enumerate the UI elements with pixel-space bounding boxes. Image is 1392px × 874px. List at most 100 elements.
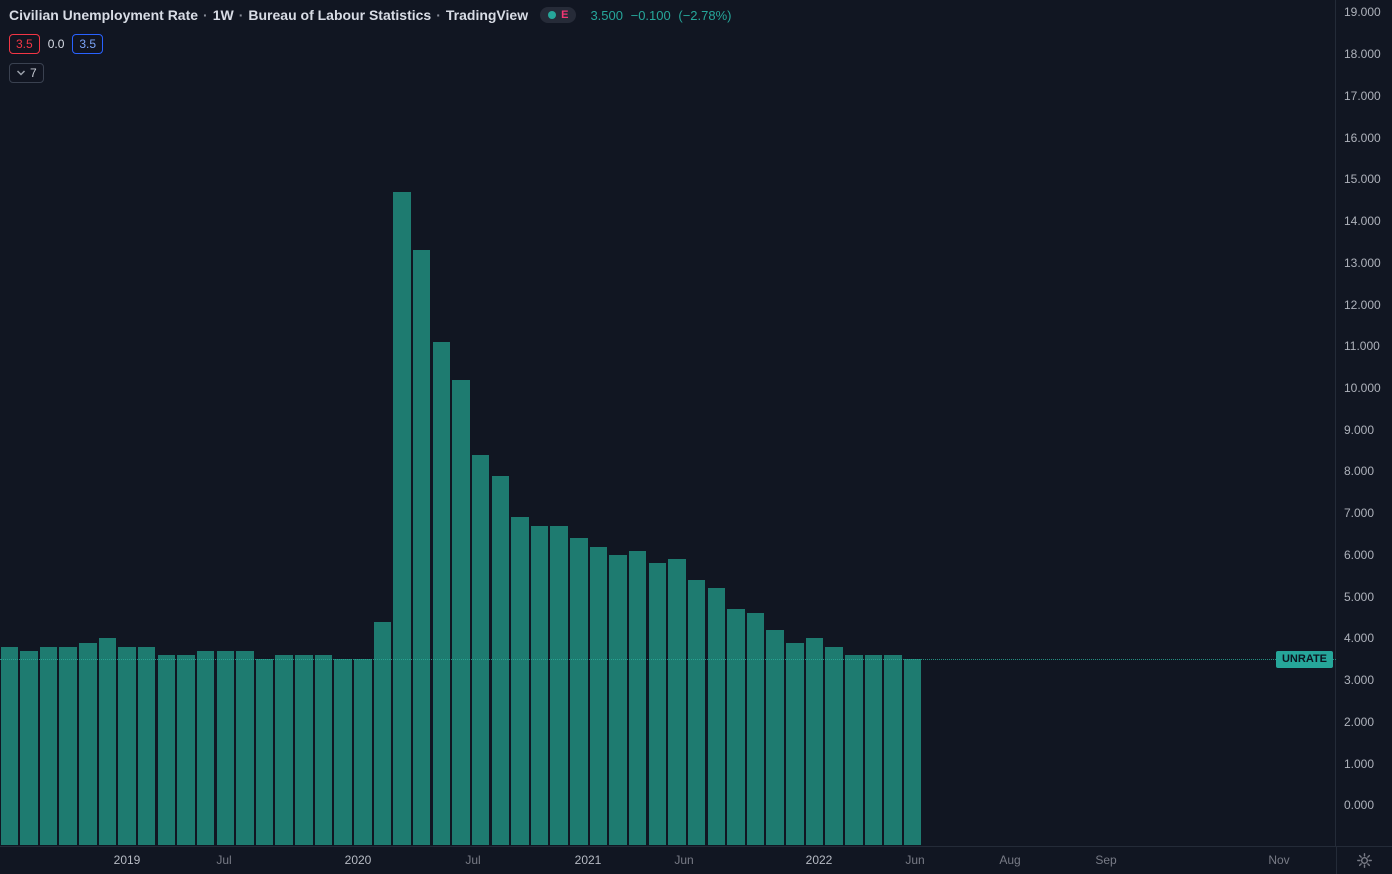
- column-bar: [255, 659, 274, 845]
- last-value: 3.500: [590, 7, 623, 23]
- price-axis-label: 7.000: [1344, 506, 1375, 520]
- chevron-down-icon: [16, 70, 26, 76]
- column-bar: [903, 659, 922, 845]
- column-bar: [884, 655, 902, 845]
- price-axis-label: 11.000: [1344, 339, 1380, 353]
- column-bar: [98, 638, 117, 845]
- column-bar: [295, 655, 313, 845]
- time-axis-label: 2021: [574, 853, 602, 867]
- column-bar: [432, 342, 451, 845]
- column-bar: [314, 655, 333, 845]
- chart-pane[interactable]: UNRATE Civilian Unemployment Rate · 1W ·…: [0, 0, 1336, 846]
- time-axis-label: Sep: [1095, 853, 1117, 867]
- axis-corner: [1336, 847, 1392, 874]
- low-price-flag[interactable]: 3.5: [72, 34, 104, 54]
- column-bar: [216, 651, 235, 845]
- time-axis-label: Nov: [1268, 853, 1290, 867]
- time-axis[interactable]: 2019 Jul 2020 Jul 2021 Jun 2022 Jun Aug Sep Nov: [0, 846, 1392, 874]
- column-bar: [550, 525, 568, 845]
- time-axis-label: 2019: [113, 853, 141, 867]
- economic-marker: E: [561, 9, 569, 21]
- price-axis-label: 6.000: [1344, 548, 1375, 562]
- column-bar: [236, 651, 254, 845]
- price-axis-label: 14.000: [1344, 214, 1381, 228]
- column-bar: [491, 475, 509, 845]
- column-bar: [39, 646, 58, 845]
- series-price-label: UNRATE: [1275, 651, 1333, 668]
- column-bar: [609, 555, 627, 845]
- column-bar: [845, 655, 863, 845]
- price-axis-label: 2.000: [1344, 715, 1375, 729]
- column-bar: [825, 646, 843, 845]
- mid-value: 0.0: [47, 37, 65, 51]
- legend-main-row: Civilian Unemployment Rate · 1W · Bureau…: [9, 5, 735, 25]
- change-percent: (−2.78%): [678, 7, 732, 23]
- status-dot-icon: [548, 11, 557, 19]
- separator-dot: ·: [436, 7, 441, 23]
- price-axis-label: 0.000: [1344, 798, 1375, 812]
- data-source-label: Bureau of Labour Statistics: [248, 7, 432, 23]
- column-bar: [864, 655, 883, 845]
- column-bar: [648, 563, 667, 845]
- column-bar: [393, 191, 411, 845]
- object-tree-row: 7: [9, 63, 735, 83]
- price-axis-label: 19.000: [1344, 5, 1381, 19]
- time-axis-label: Jun: [905, 853, 925, 867]
- column-bar: [589, 546, 608, 845]
- time-axis-label: Aug: [999, 853, 1021, 867]
- column-bar: [668, 559, 686, 845]
- price-axis-label: 3.000: [1344, 673, 1375, 687]
- price-axis-label: 8.000: [1344, 464, 1375, 478]
- price-axis-label: 18.000: [1344, 47, 1381, 61]
- column-bar: [511, 517, 529, 845]
- column-bar: [766, 630, 784, 845]
- column-bar: [196, 651, 215, 845]
- separator-dot: ·: [238, 7, 244, 23]
- price-axis-label: 12.000: [1344, 298, 1381, 312]
- collapsed-count: 7: [30, 66, 37, 80]
- column-bar: [0, 646, 18, 845]
- provider-label: TradingView: [445, 7, 529, 23]
- column-bar: [746, 613, 765, 845]
- gear-icon: [1357, 853, 1372, 868]
- column-bar: [452, 379, 470, 845]
- column-bar: [275, 655, 293, 845]
- chart-settings-button[interactable]: [1356, 852, 1373, 869]
- interval-label[interactable]: 1W: [212, 7, 234, 23]
- price-axis-label: 13.000: [1344, 256, 1381, 270]
- column-bar: [628, 550, 647, 845]
- column-bar: [59, 646, 77, 845]
- collapsed-indicators-button[interactable]: 7: [9, 63, 44, 83]
- legend: Civilian Unemployment Rate · 1W · Bureau…: [9, 5, 735, 83]
- column-bar: [373, 621, 392, 845]
- column-bar: [177, 655, 195, 845]
- column-bar: [530, 525, 549, 845]
- market-status-pill[interactable]: E: [540, 7, 577, 23]
- price-axis-label: 16.000: [1344, 131, 1381, 145]
- column-bar: [79, 642, 97, 845]
- last-value-group: 3.500 −0.100 (−2.78%): [590, 8, 735, 23]
- price-axis-label: 10.000: [1344, 381, 1381, 395]
- symbol-title[interactable]: Civilian Unemployment Rate: [9, 7, 199, 23]
- price-axis-label: 15.000: [1344, 172, 1381, 186]
- column-bar: [707, 588, 726, 845]
- column-bar: [786, 642, 804, 845]
- column-bar: [354, 659, 372, 845]
- price-axis[interactable]: 3.500 19.00018.00017.00016.00015.00014.0…: [1336, 0, 1392, 846]
- column-bar: [412, 250, 431, 845]
- price-axis-label: 1.000: [1344, 757, 1375, 771]
- price-axis-label: 9.000: [1344, 423, 1375, 437]
- high-price-flag[interactable]: 3.5: [9, 34, 40, 54]
- column-bar: [471, 454, 490, 845]
- column-bar: [687, 580, 706, 845]
- time-axis-label: Jun: [674, 853, 694, 867]
- column-bar: [334, 659, 352, 845]
- column-bar: [137, 646, 156, 845]
- price-axis-label: 17.000: [1344, 89, 1381, 103]
- column-bar: [727, 609, 745, 845]
- column-bar: [157, 655, 176, 845]
- price-axis-label: 4.000: [1344, 631, 1375, 645]
- time-axis-label: Jul: [465, 853, 481, 867]
- time-axis-label: Jul: [216, 853, 232, 867]
